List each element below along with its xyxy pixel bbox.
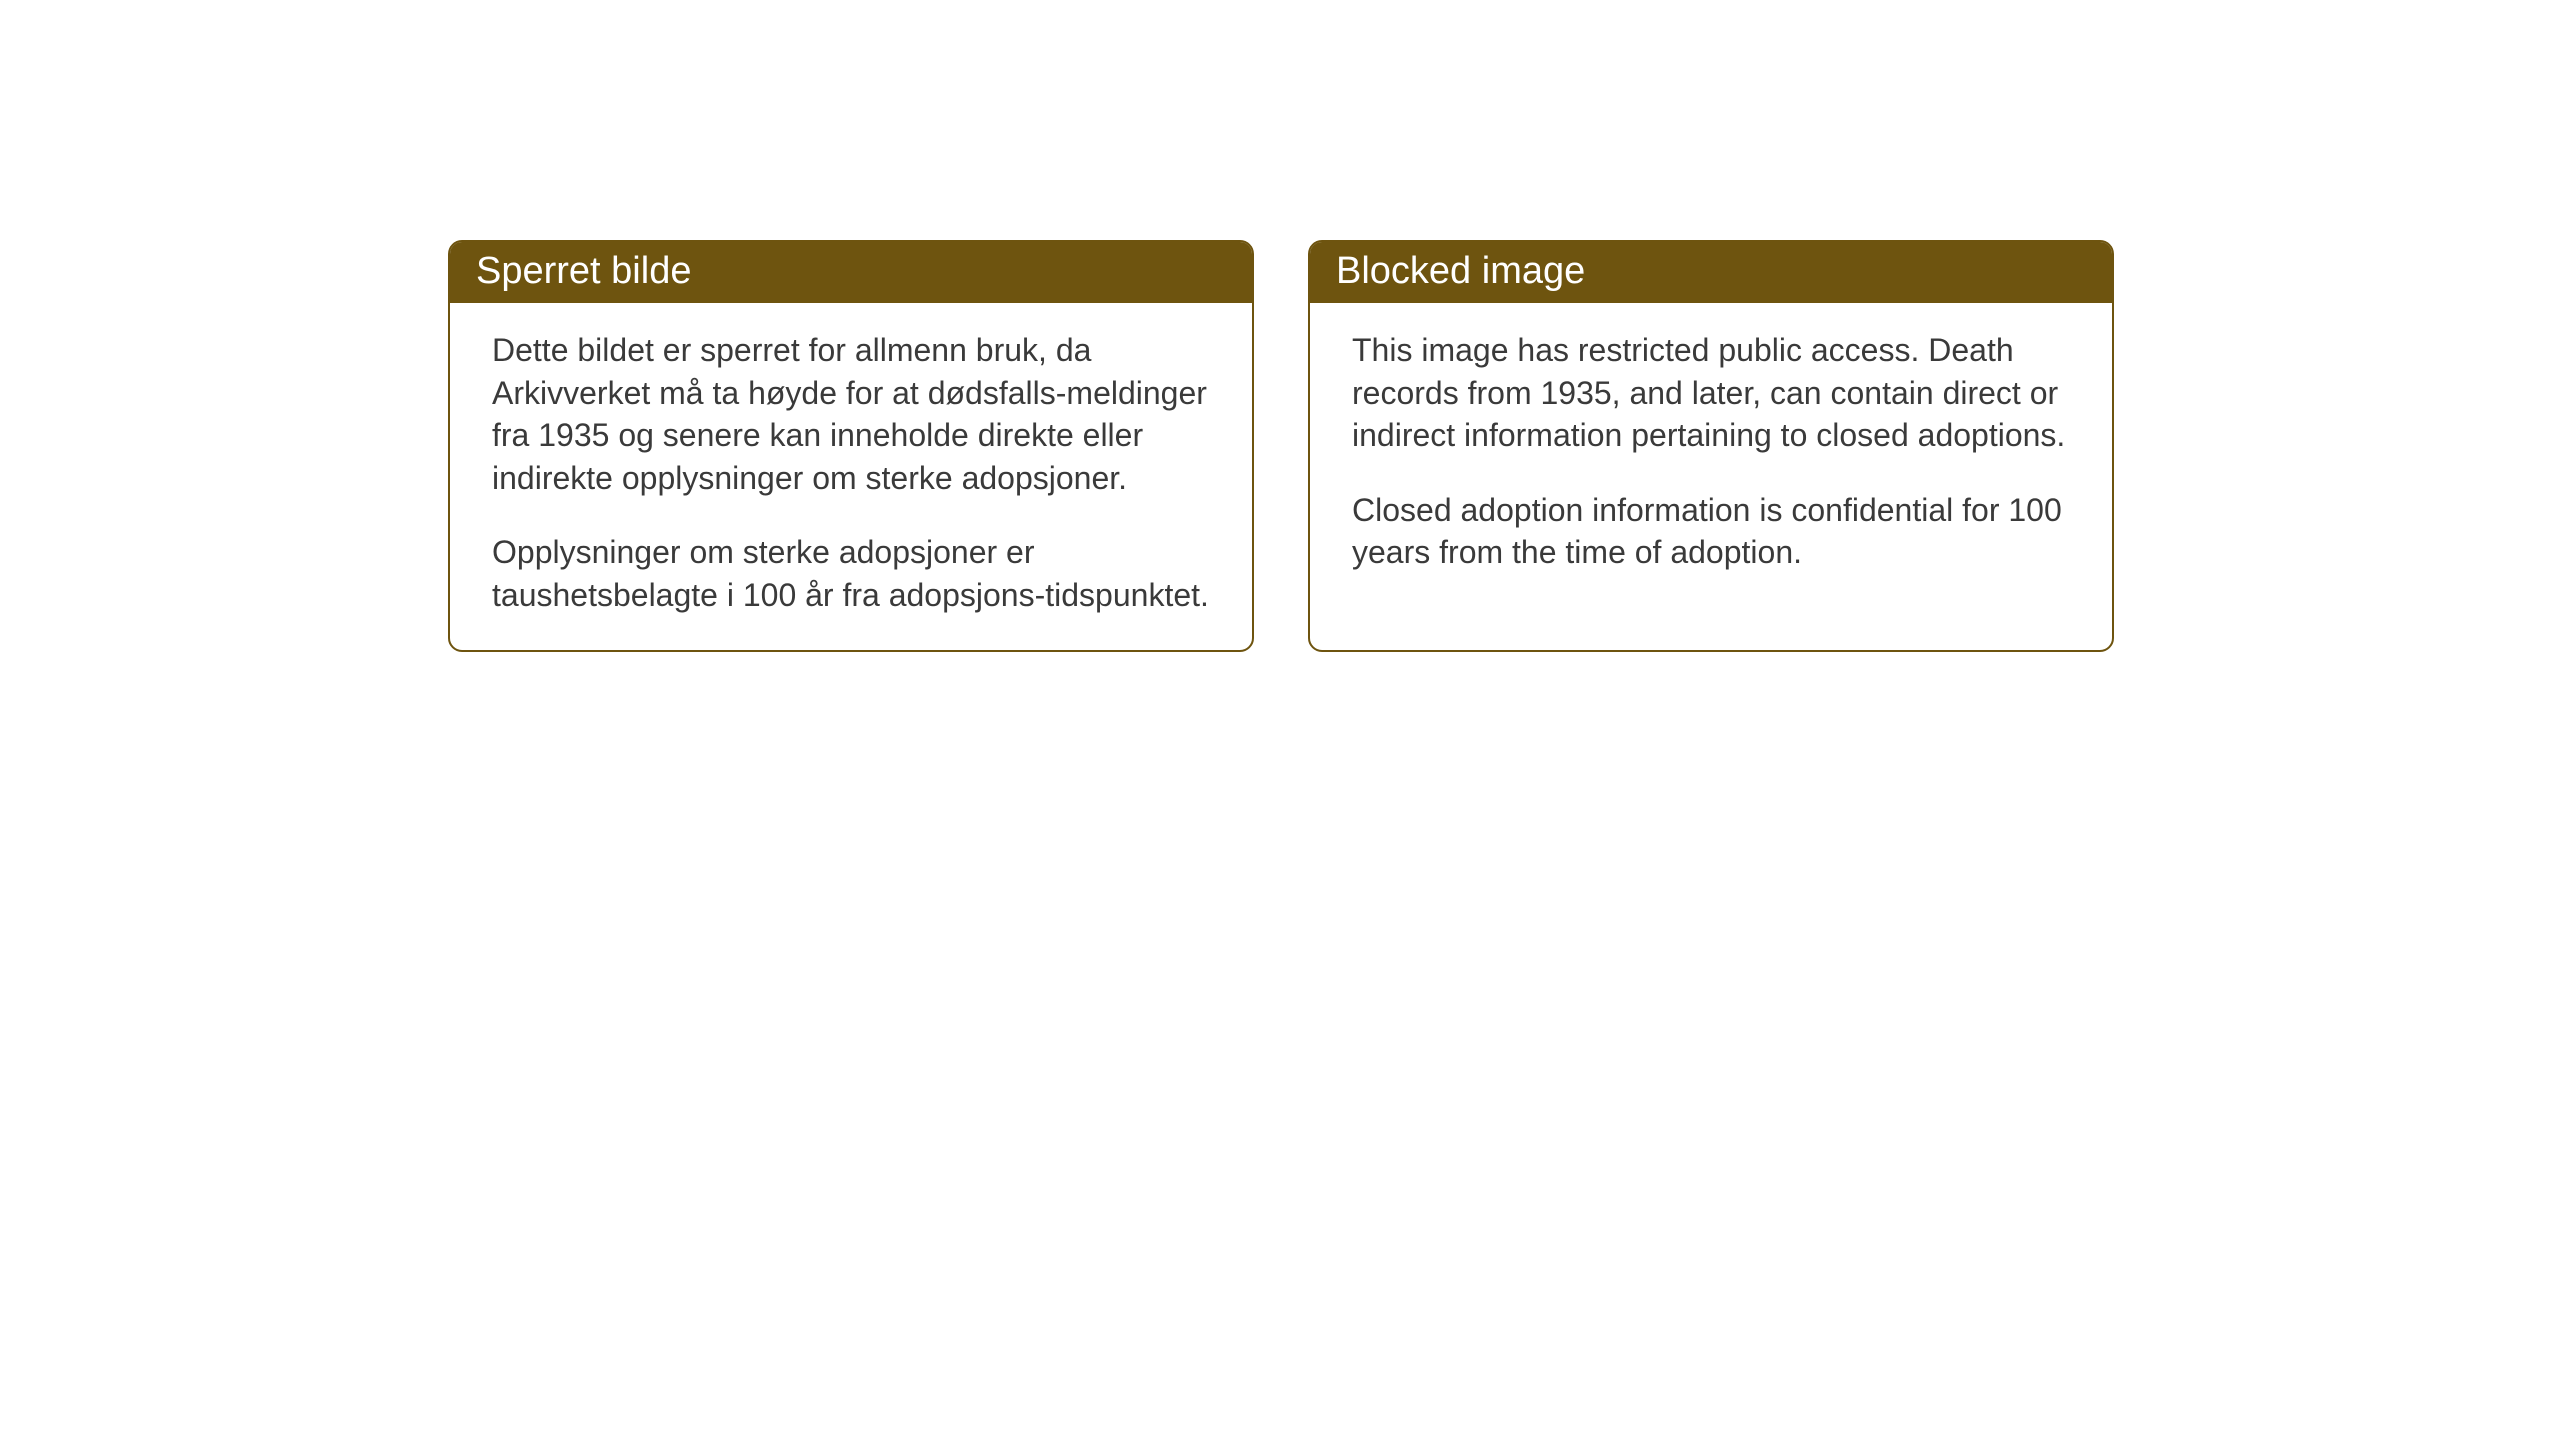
notice-body-norwegian: Dette bildet er sperret for allmenn bruk… — [450, 303, 1252, 650]
notice-container: Sperret bilde Dette bildet er sperret fo… — [0, 0, 2560, 652]
notice-paragraph: Dette bildet er sperret for allmenn bruk… — [492, 329, 1210, 499]
notice-paragraph: This image has restricted public access.… — [1352, 329, 2070, 457]
notice-header-norwegian: Sperret bilde — [450, 242, 1252, 303]
notice-box-english: Blocked image This image has restricted … — [1308, 240, 2114, 652]
notice-header-english: Blocked image — [1310, 242, 2112, 303]
notice-paragraph: Opplysninger om sterke adopsjoner er tau… — [492, 531, 1210, 616]
notice-body-english: This image has restricted public access.… — [1310, 303, 2112, 608]
notice-box-norwegian: Sperret bilde Dette bildet er sperret fo… — [448, 240, 1254, 652]
notice-paragraph: Closed adoption information is confident… — [1352, 489, 2070, 574]
